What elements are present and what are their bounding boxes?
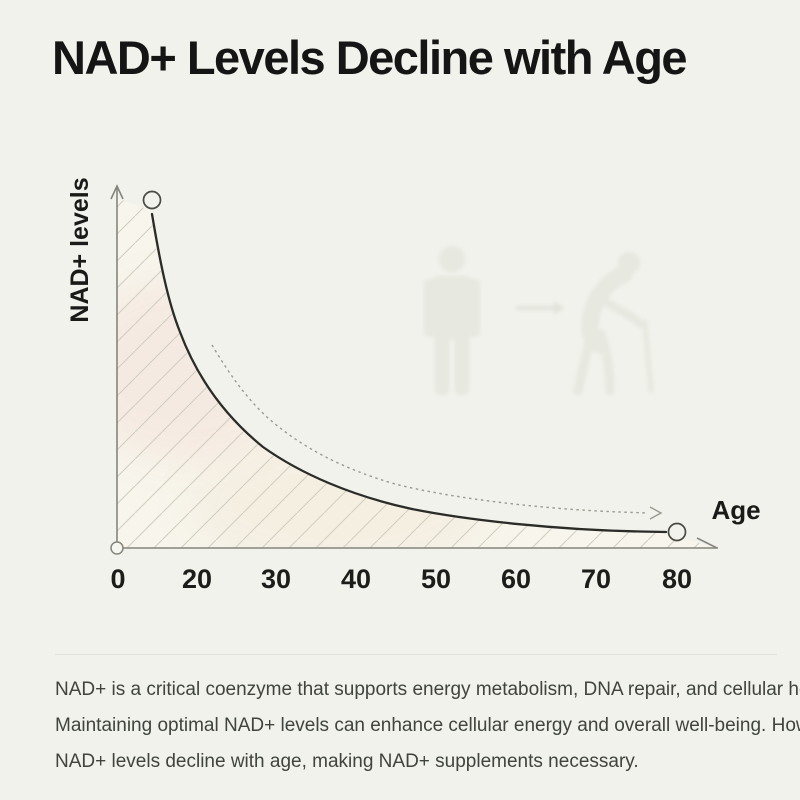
footer-line-3: NAD+ levels decline with age, making NAD… bbox=[55, 751, 639, 772]
curve-start-marker bbox=[142, 190, 162, 210]
origin-marker bbox=[110, 541, 124, 555]
x-tick-20: 20 bbox=[182, 564, 212, 594]
x-tick-50: 50 bbox=[421, 564, 451, 594]
trend-arrowhead-icon bbox=[649, 506, 663, 520]
elderly-with-cane-silhouette bbox=[573, 252, 654, 396]
x-axis-label: Age bbox=[711, 495, 760, 525]
aging-arrow-icon bbox=[516, 301, 564, 315]
x-tick-labels: 0 20 30 40 50 60 70 80 bbox=[110, 564, 692, 594]
y-axis-arrowhead-icon bbox=[110, 184, 124, 200]
x-tick-40: 40 bbox=[341, 564, 371, 594]
x-tick-70: 70 bbox=[581, 564, 611, 594]
page-title: NAD+ Levels Decline with Age bbox=[52, 31, 688, 84]
dotted-trend-curve bbox=[211, 344, 663, 520]
footer-line-1: NAD+ is a critical coenzyme that support… bbox=[55, 679, 800, 700]
x-axis-arrowhead-icon bbox=[696, 537, 718, 549]
area-under-curve bbox=[117, 198, 716, 548]
x-tick-30: 30 bbox=[261, 564, 291, 594]
footer-divider bbox=[55, 654, 777, 655]
footer-description: NAD+ is a critical coenzyme that support… bbox=[55, 672, 800, 780]
curve-end-marker bbox=[667, 522, 687, 542]
x-tick-0: 0 bbox=[110, 564, 125, 594]
x-tick-60: 60 bbox=[501, 564, 531, 594]
young-adult-silhouette bbox=[424, 246, 480, 395]
nad-decline-chart: NAD+ levels Age 0 20 30 40 50 60 70 80 bbox=[66, 177, 761, 594]
diagonal-hatch-fill bbox=[117, 198, 716, 548]
y-axis-label: NAD+ levels bbox=[66, 177, 94, 322]
x-tick-80: 80 bbox=[662, 564, 692, 594]
footer-line-2: Maintaining optimal NAD+ levels can enha… bbox=[55, 715, 800, 736]
nad-level-curve bbox=[150, 212, 668, 534]
